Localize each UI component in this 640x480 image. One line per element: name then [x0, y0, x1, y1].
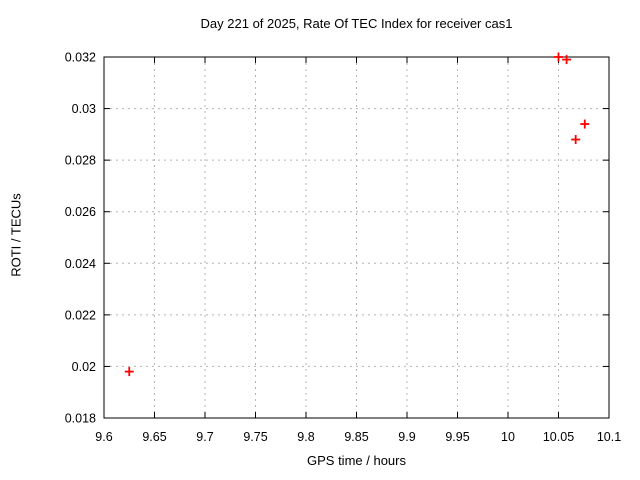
chart-title: Day 221 of 2025, Rate Of TEC Index for r… — [200, 16, 513, 31]
y-tick-label: 0.032 — [65, 51, 96, 65]
y-tick-label: 0.028 — [65, 154, 96, 168]
y-tick-label: 0.018 — [65, 412, 96, 426]
x-tick-label: 9.8 — [297, 430, 314, 444]
x-axis-label: GPS time / hours — [307, 453, 406, 468]
x-tick-label: 10 — [501, 430, 515, 444]
x-tick-label: 9.9 — [398, 430, 415, 444]
x-tick-label: 9.95 — [445, 430, 469, 444]
x-tick-label: 9.75 — [243, 430, 267, 444]
y-tick-label: 0.022 — [65, 308, 96, 322]
x-tick-label: 9.7 — [196, 430, 213, 444]
x-tick-label: 9.65 — [142, 430, 166, 444]
y-tick-label: 0.026 — [65, 205, 96, 219]
x-tick-label: 9.85 — [344, 430, 368, 444]
x-tick-label: 9.6 — [95, 430, 112, 444]
y-tick-label: 0.02 — [72, 360, 96, 374]
y-tick-label: 0.03 — [72, 102, 96, 116]
x-tick-label: 10.1 — [597, 430, 621, 444]
y-tick-label: 0.024 — [65, 257, 96, 271]
x-tick-label: 10.05 — [543, 430, 574, 444]
